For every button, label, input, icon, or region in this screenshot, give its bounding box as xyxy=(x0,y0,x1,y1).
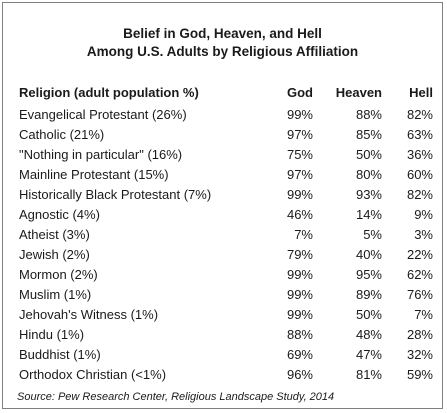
cell-god: 99% xyxy=(286,287,313,302)
cell-god: 75% xyxy=(286,147,313,162)
cell-god: 97% xyxy=(286,127,313,142)
cell-god: 79% xyxy=(286,247,313,262)
cell-religion: Mormon (2%) xyxy=(19,267,98,282)
cell-god: 46% xyxy=(286,207,313,222)
cell-god: 7% xyxy=(294,227,313,242)
cell-religion: Muslim (1%) xyxy=(19,287,92,302)
table-row: Orthodox Christian (<1%) 96% 81% 59% xyxy=(19,365,433,385)
cell-religion: Jehovah's Witness (1%) xyxy=(19,307,159,322)
header-row: Religion (adult population %) God Heaven… xyxy=(19,82,433,105)
cell-hell: 3% xyxy=(414,227,433,242)
cell-religion: Orthodox Christian (<1%) xyxy=(19,367,167,382)
cell-heaven: 48% xyxy=(355,327,382,342)
table-row: Buddhist (1%) 69% 47% 32% xyxy=(19,345,433,365)
table-row: "Nothing in particular" (16%) 75% 50% 36% xyxy=(19,145,433,165)
cell-religion: Buddhist (1%) xyxy=(19,347,101,362)
cell-god: 97% xyxy=(286,167,313,182)
cell-heaven: 50% xyxy=(355,147,382,162)
table-row: Hindu (1%) 88% 48% 28% xyxy=(19,325,433,345)
cell-heaven: 50% xyxy=(355,307,382,322)
cell-heaven: 89% xyxy=(355,287,382,302)
cell-hell: 9% xyxy=(414,207,433,222)
cell-heaven: 85% xyxy=(355,127,382,142)
cell-god: 99% xyxy=(286,307,313,322)
cell-hell: 7% xyxy=(414,307,433,322)
table-body: Evangelical Protestant (26%) 99% 88% 82% Cat… xyxy=(19,105,433,385)
column-header-god: God xyxy=(287,85,313,100)
chart-title-line-2: Among U.S. Adults by Religious Affiliati… xyxy=(86,44,359,59)
cell-religion: "Nothing in particular" (16%) xyxy=(19,147,183,162)
belief-table: Religion (adult population %) God Heaven… xyxy=(19,82,433,385)
cell-hell: 82% xyxy=(406,107,433,122)
cell-heaven: 80% xyxy=(355,167,382,182)
cell-heaven: 95% xyxy=(355,267,382,282)
cell-religion: Mainline Protestant (15%) xyxy=(19,167,169,182)
table-row: Historically Black Protestant (7%) 99% 93%… xyxy=(19,185,433,205)
source-note: Source: Pew Research Center, Religious L… xyxy=(17,391,335,403)
cell-hell: 82% xyxy=(406,187,433,202)
cell-hell: 76% xyxy=(406,287,433,302)
cell-heaven: 14% xyxy=(355,207,382,222)
table-row: Atheist (3%) 7% 5% 3% xyxy=(19,225,433,245)
column-header-heaven: Heaven xyxy=(335,85,382,100)
cell-heaven: 47% xyxy=(355,347,382,362)
table-frame: Belief in God, Heaven, and Hell Among U.… xyxy=(2,2,443,409)
cell-hell: 62% xyxy=(406,267,433,282)
cell-god: 69% xyxy=(286,347,313,362)
cell-religion: Jewish (2%) xyxy=(19,247,90,262)
cell-heaven: 5% xyxy=(363,227,382,242)
table-row: Agnostic (4%) 46% 14% 9% xyxy=(19,205,433,225)
table-row: Catholic (21%) 97% 85% 63% xyxy=(19,125,433,145)
table-row: Mormon (2%) 99% 95% 62% xyxy=(19,265,433,285)
cell-heaven: 81% xyxy=(355,367,382,382)
cell-religion: Atheist (3%) xyxy=(19,227,90,242)
table-row: Jehovah's Witness (1%) 99% 50% 7% xyxy=(19,305,433,325)
cell-god: 99% xyxy=(286,187,313,202)
cell-god: 96% xyxy=(286,367,313,382)
chart-title-line-1: Belief in God, Heaven, and Hell xyxy=(123,26,322,41)
cell-hell: 32% xyxy=(406,347,433,362)
cell-hell: 63% xyxy=(406,127,433,142)
column-header-religion: Religion (adult population %) xyxy=(19,85,199,100)
cell-hell: 36% xyxy=(406,147,433,162)
cell-god: 99% xyxy=(286,107,313,122)
cell-religion: Agnostic (4%) xyxy=(19,207,100,222)
table-row: Evangelical Protestant (26%) 99% 88% 82% xyxy=(19,105,433,125)
cell-god: 99% xyxy=(286,267,313,282)
table-row: Mainline Protestant (15%) 97% 80% 60% xyxy=(19,165,433,185)
cell-god: 88% xyxy=(286,327,313,342)
cell-religion: Historically Black Protestant (7%) xyxy=(19,187,212,202)
cell-hell: 22% xyxy=(406,247,433,262)
table-row: Jewish (2%) 79% 40% 22% xyxy=(19,245,433,265)
cell-religion: Evangelical Protestant (26%) xyxy=(19,107,187,122)
cell-hell: 28% xyxy=(406,327,433,342)
cell-religion: Hindu (1%) xyxy=(19,327,85,342)
cell-heaven: 40% xyxy=(355,247,382,262)
column-header-hell: Hell xyxy=(409,85,433,100)
cell-hell: 59% xyxy=(406,367,433,382)
cell-religion: Catholic (21%) xyxy=(19,127,105,142)
cell-heaven: 93% xyxy=(355,187,382,202)
cell-heaven: 88% xyxy=(355,107,382,122)
table-row: Muslim (1%) 99% 89% 76% xyxy=(19,285,433,305)
cell-hell: 60% xyxy=(406,167,433,182)
